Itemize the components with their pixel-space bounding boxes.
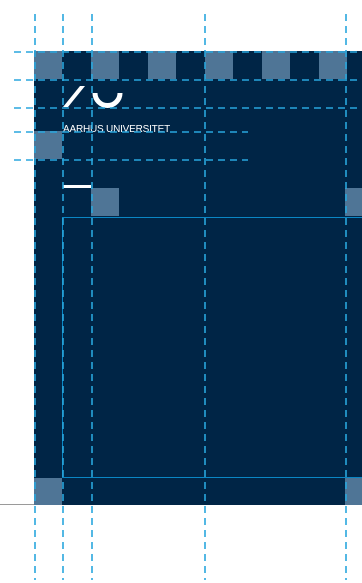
grid-module [345, 188, 362, 216]
document-page [34, 51, 362, 505]
grid-module [34, 131, 62, 159]
grid-module [262, 51, 290, 79]
content-frame-top [63, 217, 362, 218]
grid-module [34, 478, 62, 505]
page-edge-rule [0, 504, 34, 505]
title-placeholder-bar [63, 185, 91, 188]
grid-module [91, 51, 119, 79]
grid-module [345, 478, 362, 505]
grid-module [148, 51, 176, 79]
grid-module [205, 51, 233, 79]
content-frame-bottom [63, 477, 362, 478]
content-frame-left [62, 217, 63, 478]
grid-module [34, 51, 62, 79]
au-logo-icon [63, 86, 123, 108]
grid-module [91, 188, 119, 216]
grid-module [319, 51, 347, 79]
university-name: AARHUS UNIVERSITET [63, 124, 170, 135]
